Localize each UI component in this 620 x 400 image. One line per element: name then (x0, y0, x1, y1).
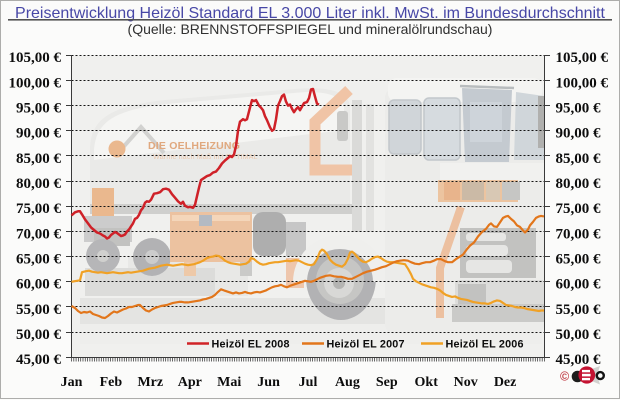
svg-text:Mai: Mai (217, 375, 241, 390)
svg-text:Preisentwicklung Heizöl Standa: Preisentwicklung Heizöl Standard EL 3.00… (15, 5, 605, 22)
svg-text:90,00 €: 90,00 € (16, 126, 62, 142)
svg-text:55,00 €: 55,00 € (16, 302, 62, 318)
svg-text:80,00 €: 80,00 € (556, 176, 602, 192)
svg-text:Heizöl EL 2006: Heizöl EL 2006 (446, 339, 524, 351)
svg-text:70,00 €: 70,00 € (16, 226, 62, 242)
svg-text:Jun: Jun (257, 375, 280, 390)
svg-text:60,00 €: 60,00 € (556, 277, 602, 293)
svg-text:70,00 €: 70,00 € (556, 226, 602, 242)
svg-text:Jan: Jan (61, 375, 83, 390)
svg-text:85,00 €: 85,00 € (556, 151, 602, 167)
svg-text:50,00 €: 50,00 € (556, 327, 602, 343)
svg-text:DIE OELHEIZUNG: DIE OELHEIZUNG (148, 140, 240, 152)
svg-text:90,00 €: 90,00 € (556, 126, 602, 142)
svg-text:Apr: Apr (178, 375, 202, 390)
svg-text:Feb: Feb (100, 375, 123, 390)
svg-text:55,00 €: 55,00 € (556, 302, 602, 318)
svg-text:Okt: Okt (415, 375, 439, 390)
svg-text:45,00 €: 45,00 € (556, 352, 602, 368)
svg-text:Wärme nach Maß mit OPTIMAL: Wärme nach Maß mit OPTIMAL (153, 154, 258, 161)
svg-text:80,00 €: 80,00 € (16, 176, 62, 192)
svg-text:©: © (560, 370, 570, 384)
svg-text:(Quelle: BRENNSTOFFSPIEGEL und: (Quelle: BRENNSTOFFSPIEGEL und mineralöl… (128, 21, 493, 37)
svg-text:Aug: Aug (335, 375, 360, 390)
svg-text:65,00 €: 65,00 € (556, 252, 602, 268)
svg-text:75,00 €: 75,00 € (16, 201, 62, 217)
svg-text:100,00 €: 100,00 € (556, 75, 609, 91)
svg-text:Heizöl EL 2008: Heizöl EL 2008 (212, 339, 290, 351)
svg-text:105,00 €: 105,00 € (9, 50, 62, 66)
svg-text:95,00 €: 95,00 € (556, 101, 602, 117)
svg-text:Dez: Dez (494, 375, 517, 390)
svg-text:Mrz: Mrz (137, 375, 163, 390)
svg-text:50,00 €: 50,00 € (16, 327, 62, 343)
svg-text:Sep: Sep (376, 375, 398, 390)
svg-text:45,00 €: 45,00 € (16, 352, 62, 368)
svg-text:Nov: Nov (454, 375, 478, 390)
svg-text:85,00 €: 85,00 € (16, 151, 62, 167)
svg-text:95,00 €: 95,00 € (16, 101, 62, 117)
svg-text:Jul: Jul (299, 375, 318, 390)
svg-text:60,00 €: 60,00 € (16, 277, 62, 293)
svg-text:100,00 €: 100,00 € (9, 75, 62, 91)
svg-text:75,00 €: 75,00 € (556, 201, 602, 217)
svg-text:105,00 €: 105,00 € (556, 50, 609, 66)
svg-text:65,00 €: 65,00 € (16, 252, 62, 268)
svg-text:Heizöl EL 2007: Heizöl EL 2007 (327, 339, 405, 351)
